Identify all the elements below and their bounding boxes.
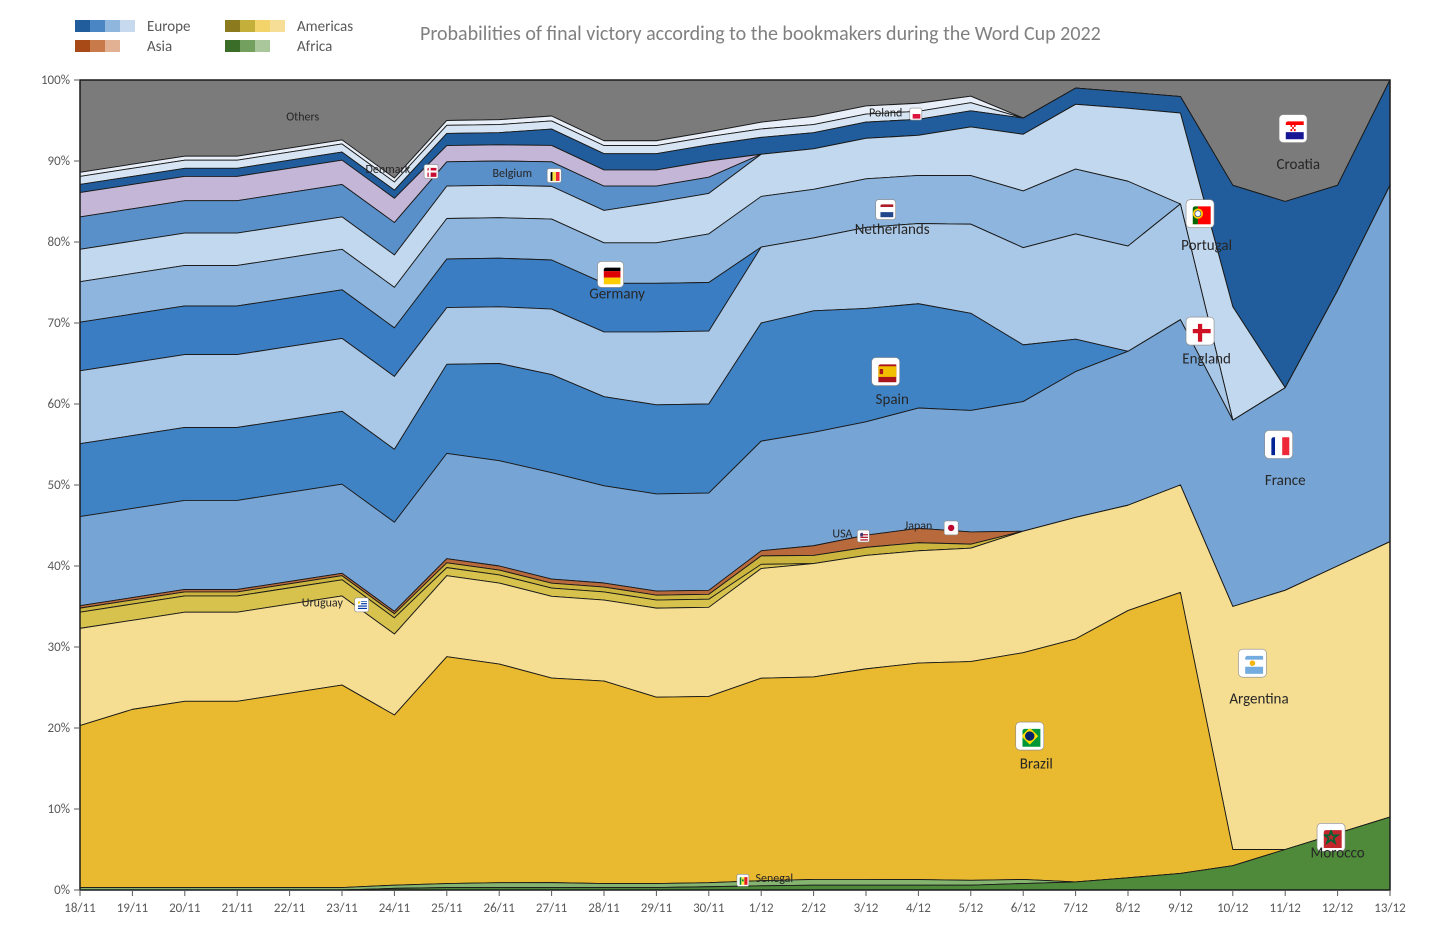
xtick-label: 12/12	[1322, 901, 1354, 916]
flag-japan	[944, 521, 958, 535]
xtick-label: 25/11	[431, 901, 462, 916]
xtick-label: 30/11	[693, 901, 724, 916]
y-axis: 0% 10% 20% 30% 40% 50% 60% 70% 80% 90% 100%	[41, 73, 80, 898]
xtick-label: 26/11	[484, 901, 515, 916]
xtick-label: 19/11	[117, 901, 148, 916]
label-croatia: Croatia	[1277, 156, 1320, 174]
xtick-label: 4/12	[906, 901, 931, 916]
flag-france	[1265, 431, 1293, 459]
xtick-label: 5/12	[958, 901, 983, 916]
xtick-label: 13/12	[1374, 901, 1406, 916]
worldcup-probability-chart: Europe Asia Americas Africa Probabilities of…	[0, 0, 1440, 937]
xtick-label: 10/12	[1217, 901, 1249, 916]
label-france: France	[1265, 472, 1306, 490]
chart-title: Probabilities of final victory according…	[420, 22, 1101, 46]
label-others: Others	[286, 111, 319, 125]
legend-asia: Asia	[147, 38, 172, 56]
x-axis: 18/11 19/11 20/11 21/11 22/11 23/11 24/11 25/11…	[64, 890, 1406, 916]
xtick-label: 3/12	[854, 901, 879, 916]
xtick-label: 9/12	[1168, 901, 1193, 916]
label-germany: Germany	[589, 286, 645, 304]
xtick-label: 29/11	[641, 901, 672, 916]
flag-argentina	[1238, 649, 1266, 677]
legend-americas: Americas	[297, 18, 353, 36]
flag-denmark	[424, 165, 438, 179]
xtick-label: 23/11	[326, 901, 357, 916]
legend: Europe Asia Americas Africa	[75, 18, 353, 56]
label-portugal: Portugal	[1181, 237, 1232, 255]
xtick-label: 27/11	[536, 901, 567, 916]
flag-england	[1186, 317, 1214, 345]
xtick-label: 2/12	[801, 901, 826, 916]
xtick-label: 8/12	[1116, 901, 1141, 916]
ytick-label: 80%	[48, 235, 70, 250]
label-argentina: Argentina	[1229, 691, 1288, 709]
label-denmark: Denmark	[366, 163, 411, 177]
label-usa: USA	[832, 528, 852, 542]
xtick-label: 7/12	[1063, 901, 1088, 916]
label-poland: Poland	[869, 106, 902, 120]
ytick-label: 60%	[48, 397, 70, 412]
xtick-label: 28/11	[588, 901, 619, 916]
ytick-label: 50%	[48, 478, 70, 493]
label-spain: Spain	[876, 391, 909, 409]
flag-uruguay	[355, 598, 369, 612]
legend-africa: Africa	[297, 38, 332, 56]
xtick-label: 6/12	[1011, 901, 1036, 916]
flag-usa	[857, 530, 869, 542]
xtick-label: 18/11	[64, 901, 95, 916]
legend-europe: Europe	[147, 18, 190, 36]
flag-spain	[872, 358, 900, 386]
ytick-label: 90%	[48, 154, 70, 169]
xtick-label: 11/12	[1270, 901, 1302, 916]
xtick-label: 22/11	[274, 901, 305, 916]
ytick-label: 20%	[48, 721, 70, 736]
flag-croatia	[1279, 115, 1307, 143]
ytick-label: 10%	[48, 802, 70, 817]
xtick-label: 20/11	[169, 901, 200, 916]
ytick-label: 40%	[48, 559, 70, 574]
label-netherlands: Netherlands	[855, 221, 930, 239]
ytick-label: 30%	[48, 640, 70, 655]
flag-brazil	[1016, 722, 1044, 750]
ytick-label: 0%	[54, 883, 70, 898]
label-japan: Japan	[904, 520, 932, 534]
xtick-label: 21/11	[222, 901, 253, 916]
label-belgium: Belgium	[493, 167, 533, 181]
flag-belgium	[547, 169, 561, 183]
ytick-label: 100%	[41, 73, 70, 88]
xtick-label: 24/11	[379, 901, 410, 916]
label-england: England	[1182, 351, 1231, 369]
flag-germany	[598, 261, 624, 287]
flag-senegal	[737, 874, 749, 886]
xtick-label: 1/12	[749, 901, 774, 916]
label-brazil: Brazil	[1020, 756, 1053, 774]
ytick-label: 70%	[48, 316, 70, 331]
label-uruguay: Uruguay	[302, 597, 344, 611]
label-morocco: Morocco	[1311, 845, 1365, 863]
flag-netherlands	[876, 200, 896, 220]
flag-portugal	[1186, 200, 1214, 228]
flag-poland	[910, 108, 922, 120]
label-senegal: Senegal	[755, 872, 793, 886]
